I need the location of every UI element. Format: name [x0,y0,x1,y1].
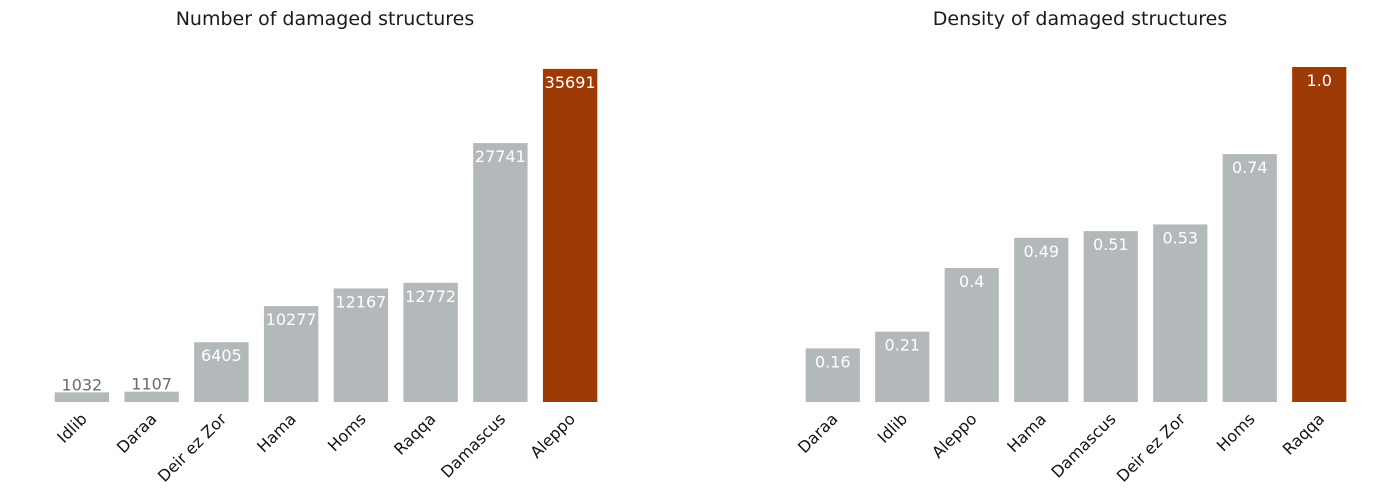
x-tick-label: Idlib [874,409,911,446]
chart-title: Number of damaged structures [175,8,475,30]
bar-hama [263,306,319,402]
bar-value-label: 0.21 [884,336,920,355]
bar-idlib [875,331,930,402]
x-tick-label: Damascus [1047,409,1119,481]
bar-value-label: 6405 [201,346,242,365]
x-tick-label: Homs [1213,409,1259,455]
x-tick-label: Raqqa [1279,409,1328,458]
x-tick-label: Daraa [794,409,842,457]
bar-daraa [124,391,179,402]
bar-value-label: 0.4 [959,272,984,291]
damaged-density-chart-panel: Density of damaged structures 0.16 Daraa 0… [760,0,1400,497]
x-tick-label: Damascus [437,409,509,481]
bar-aleppo [542,68,598,402]
x-tick-label: Hama [253,409,300,456]
x-tick-label: Homs [324,409,370,455]
chart-title: Density of damaged structures [932,8,1228,30]
damaged-count-chart-panel: Number of damaged structures 1032 Idlib 11… [0,0,650,497]
bar-idlib [54,392,110,402]
bar-deir-ez-zor [1153,224,1208,402]
bar-value-label: 0.16 [815,352,851,371]
bar-daraa [805,348,860,402]
x-tick-label: Deir ez Zor [154,409,231,486]
bar-value-label: 27741 [475,147,526,166]
bar-value-label: 1107 [131,375,172,394]
x-tick-label: Aleppo [928,409,981,462]
bar-value-label: 0.49 [1023,242,1059,261]
bar-damascus [473,143,528,403]
bar-hama [1014,237,1069,402]
x-tick-label: Daraa [113,409,161,457]
x-tick-label: Hama [1003,409,1050,456]
bar-deir-ez-zor [194,342,249,402]
bar-value-label: 12772 [405,287,456,306]
x-tick-label: Raqqa [390,409,439,458]
bar-value-label: 10277 [266,310,317,329]
bar-raqqa [403,282,458,402]
bar-value-label: 0.74 [1232,158,1268,177]
damaged-count-bar-chart: 1032 Idlib 1107 Daraa 6405 Deir ez Zor 10277 Ha… [53,68,598,486]
bar-homs [333,288,389,402]
bar-value-label: 35691 [545,73,596,92]
bar-aleppo [944,268,999,402]
bar-value-label: 12167 [335,292,386,311]
bar-value-label: 1032 [62,375,103,394]
x-tick-label: Idlib [53,409,90,446]
bar-value-label: 0.53 [1162,228,1198,247]
bar-value-label: 0.51 [1093,235,1129,254]
bar-homs [1222,154,1277,402]
x-tick-label: Aleppo [526,409,579,462]
bar-damascus [1083,231,1138,402]
damaged-density-bar-chart: 0.16 Daraa 0.21 Idlib 0.4 Aleppo 0.49 Hama 0.51 D… [794,67,1347,486]
x-tick-label: Deir ez Zor [1113,409,1190,486]
bar-value-label: 1.0 [1307,71,1332,90]
bar-raqqa [1292,67,1347,402]
